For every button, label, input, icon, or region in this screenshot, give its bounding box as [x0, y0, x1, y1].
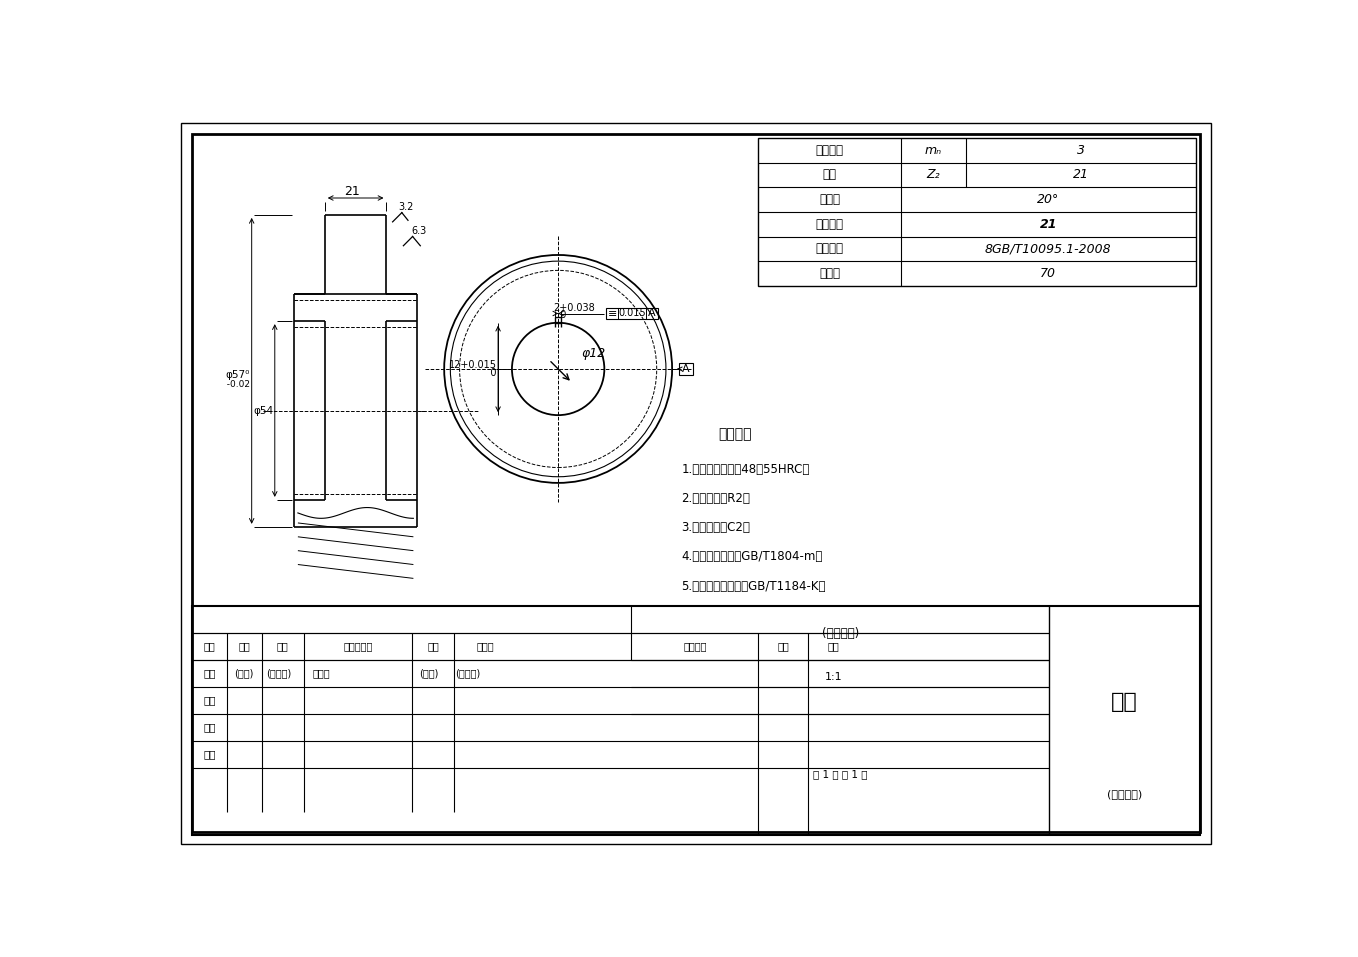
Text: (图样代号): (图样代号) [1107, 789, 1142, 799]
Text: 3.未注明倒角C2。: 3.未注明倒角C2。 [682, 521, 750, 534]
Text: φ57⁰: φ57⁰ [225, 369, 250, 380]
Text: (年月日): (年月日) [266, 669, 291, 679]
Text: 3: 3 [1077, 144, 1085, 157]
Text: (签名): (签名) [420, 669, 439, 679]
Text: 0: 0 [481, 367, 497, 378]
Text: 标准化: 标准化 [312, 669, 330, 679]
Text: 0: 0 [554, 310, 566, 320]
Text: 年月日: 年月日 [477, 641, 494, 652]
Text: 12+0.015: 12+0.015 [448, 360, 497, 370]
Text: 0.015: 0.015 [618, 308, 646, 319]
Text: (年月日): (年月日) [455, 669, 479, 679]
Bar [606, 308, 659, 319]
Text: 标记: 标记 [204, 641, 216, 652]
Text: 21: 21 [344, 185, 360, 197]
Text: 审核: 审核 [204, 723, 216, 732]
Text: (签名): (签名) [235, 669, 254, 679]
Text: A: A [682, 364, 690, 374]
Text: 工艺: 工艺 [204, 749, 216, 759]
Text: 设计: 设计 [204, 669, 216, 679]
Bar [193, 606, 1199, 835]
Text: 1.表面渗碳硬度为48～55HRC。: 1.表面渗碳硬度为48～55HRC。 [682, 462, 809, 476]
Text: -0.02: -0.02 [221, 380, 250, 389]
Text: 第 1 张 共 1 张: 第 1 张 共 1 张 [813, 769, 868, 779]
Text: 技术要求: 技术要求 [718, 428, 752, 441]
Text: 1:1: 1:1 [824, 673, 842, 682]
Text: 签名: 签名 [428, 641, 439, 652]
Text: 6.3: 6.3 [411, 226, 426, 236]
Bar [679, 363, 693, 375]
Text: 比例: 比例 [827, 641, 839, 652]
Text: 数量: 数量 [239, 641, 250, 652]
Text: 21: 21 [1073, 168, 1089, 182]
Bar [555, 318, 561, 323]
Text: (材料标记): (材料标记) [822, 627, 860, 639]
Text: 中心距: 中心距 [819, 267, 841, 280]
Text: 2+0.038: 2+0.038 [554, 303, 595, 313]
Text: 20°: 20° [1038, 193, 1059, 206]
Text: 重量: 重量 [778, 641, 789, 652]
Text: 制图: 制图 [204, 696, 216, 705]
Text: 更改文件号: 更改文件号 [344, 641, 372, 652]
Text: 8GB/T10095.1-2008: 8GB/T10095.1-2008 [985, 242, 1112, 256]
Text: 5.未注明几何公差按GB/T1184-K。: 5.未注明几何公差按GB/T1184-K。 [682, 580, 826, 592]
Text: 图样标记: 图样标记 [683, 641, 706, 652]
Text: 4.线性尺寸未注明GB/T1804-m。: 4.线性尺寸未注明GB/T1804-m。 [682, 550, 823, 564]
Text: 2.未注明圆角R2。: 2.未注明圆角R2。 [682, 492, 750, 504]
Text: 70: 70 [1040, 267, 1057, 280]
Text: 法向模数: 法向模数 [816, 144, 843, 157]
Text: 21: 21 [1039, 217, 1057, 231]
Text: 精度等级: 精度等级 [816, 242, 843, 256]
Text: φ12: φ12 [581, 347, 606, 360]
Text: 分区: 分区 [277, 641, 289, 652]
Text: 齿轮: 齿轮 [1111, 692, 1138, 712]
Text: 精密齿宽: 精密齿宽 [816, 217, 843, 231]
Text: Z₂: Z₂ [926, 168, 940, 182]
Bar [758, 138, 1195, 286]
Text: ≡: ≡ [607, 308, 617, 319]
Text: mₙ: mₙ [925, 144, 942, 157]
Text: φ54: φ54 [253, 406, 273, 415]
Text: A: A [648, 308, 656, 319]
Text: 齿数: 齿数 [823, 168, 837, 182]
Text: 压力角: 压力角 [819, 193, 841, 206]
Text: 3.2: 3.2 [399, 202, 414, 212]
